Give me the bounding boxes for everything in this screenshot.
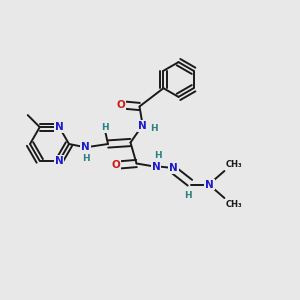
Text: N: N: [205, 179, 214, 190]
Text: H: H: [150, 124, 158, 134]
Text: H: H: [101, 123, 109, 132]
Text: O: O: [112, 160, 121, 170]
Text: CH₃: CH₃: [225, 160, 242, 169]
Text: CH₃: CH₃: [225, 200, 242, 209]
Text: N: N: [55, 122, 64, 132]
Text: N: N: [81, 142, 90, 152]
Text: H: H: [154, 151, 162, 160]
Text: N: N: [55, 156, 64, 166]
Text: N: N: [138, 121, 147, 131]
Text: H: H: [82, 154, 89, 163]
Text: O: O: [116, 100, 125, 110]
Text: N: N: [169, 163, 178, 173]
Text: H: H: [184, 191, 192, 200]
Text: N: N: [152, 161, 160, 172]
